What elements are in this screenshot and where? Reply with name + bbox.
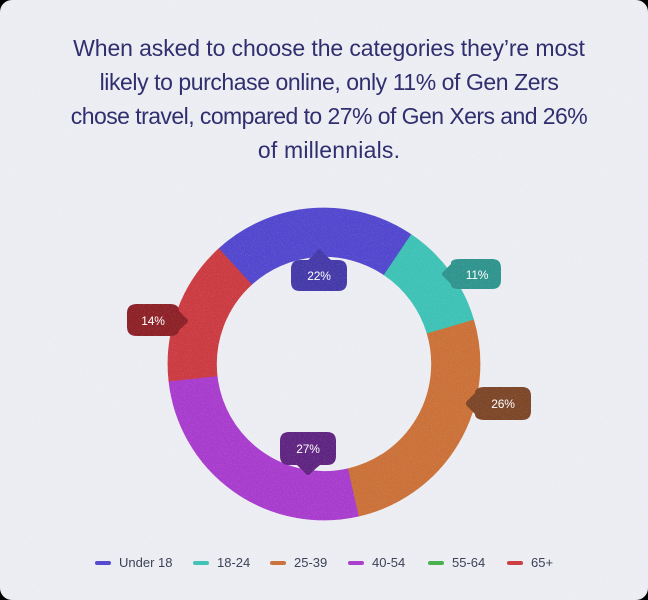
svg-text:11%: 11% [466, 268, 489, 282]
svg-text:26%: 26% [491, 397, 515, 411]
svg-text:22%: 22% [307, 269, 331, 283]
svg-text:27%: 27% [296, 442, 320, 456]
svg-text:14%: 14% [141, 314, 165, 328]
